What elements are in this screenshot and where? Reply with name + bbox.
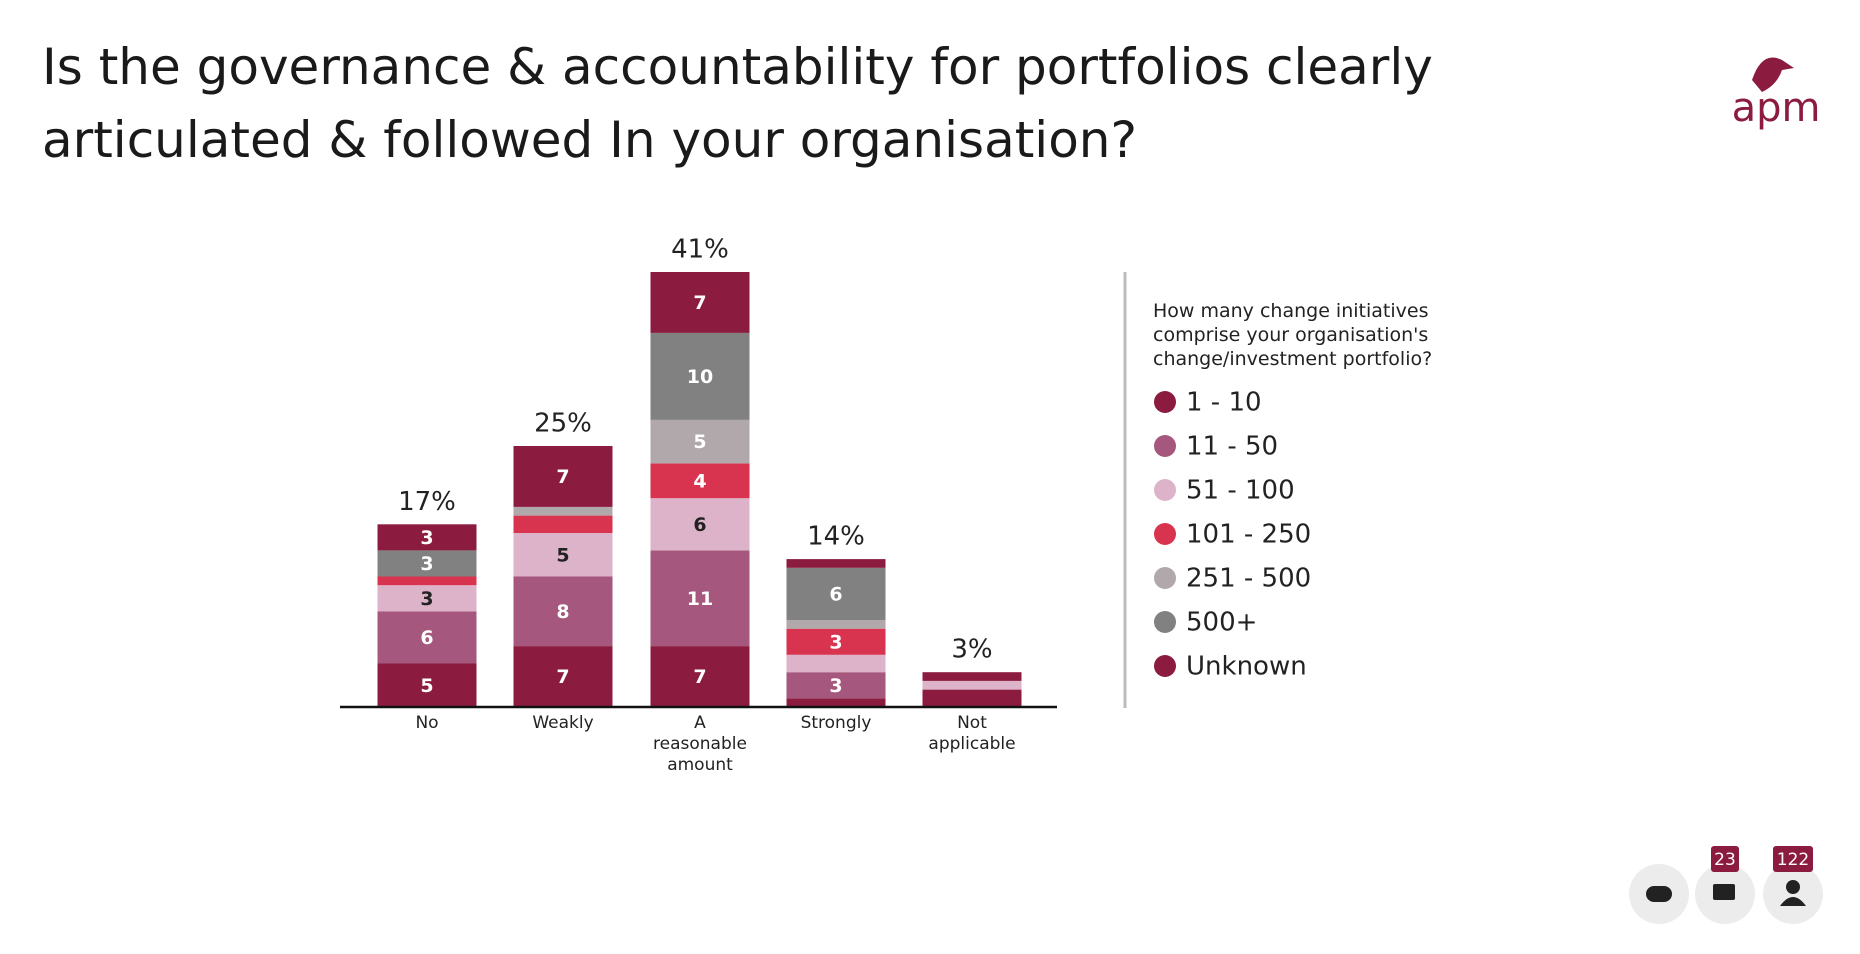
total-label: 25%	[534, 409, 592, 439]
data-label: 6	[829, 583, 842, 605]
total-label: 41%	[671, 235, 729, 265]
data-label: 5	[693, 431, 706, 453]
bar-segment	[786, 672, 886, 699]
data-label: 8	[556, 601, 569, 623]
legend-label: 1 - 10	[1186, 388, 1262, 418]
data-label: 3	[829, 631, 842, 653]
badge	[1711, 846, 1739, 872]
logo: apm	[1732, 85, 1821, 131]
bar-segment	[377, 585, 477, 612]
bar-segment	[377, 576, 477, 586]
data-label: 3	[829, 675, 842, 697]
icon	[1713, 884, 1735, 900]
legend-title: How many change initiatives comprise your…	[1153, 300, 1432, 370]
bar-segment	[377, 663, 477, 707]
bar-segment	[377, 550, 477, 577]
legend-label: 51 - 100	[1186, 476, 1295, 506]
icon	[1786, 880, 1800, 894]
data-label: 6	[693, 514, 706, 536]
bar-segment	[513, 515, 613, 533]
x-tick-label: No	[415, 713, 438, 733]
bar-segment	[650, 419, 750, 464]
data-label: 6	[420, 627, 433, 649]
legend-swatch	[1154, 479, 1176, 501]
bar-segment	[922, 689, 1022, 707]
bar-segment	[786, 620, 886, 629]
bar-segment	[650, 463, 750, 499]
icon	[1646, 886, 1672, 902]
bar-segment	[513, 576, 613, 647]
legend-swatch	[1154, 435, 1176, 457]
badge-count: 23	[1714, 850, 1736, 870]
bar-segment	[786, 628, 886, 655]
bar-segment	[650, 332, 750, 420]
bar-segment	[922, 680, 1022, 690]
bar-segment	[650, 498, 750, 551]
x-tick-label: Weakly	[532, 713, 593, 733]
legend-swatch	[1154, 611, 1176, 633]
legend-swatch	[1154, 523, 1176, 545]
legend-label: 251 - 500	[1186, 564, 1311, 594]
bar-segment	[786, 654, 886, 673]
x-tick-label: Not applicable	[928, 713, 1015, 754]
legend-label: 11 - 50	[1186, 432, 1278, 462]
data-label: 11	[687, 588, 713, 610]
logo-bird	[1752, 57, 1794, 92]
legend-label: 101 - 250	[1186, 520, 1311, 550]
bar-segment	[513, 533, 613, 577]
data-label: 3	[420, 588, 433, 610]
bar-segment	[513, 506, 613, 516]
data-label: 7	[556, 466, 569, 488]
badge	[1773, 846, 1813, 872]
bar-segment	[377, 611, 477, 664]
legend-swatch	[1154, 567, 1176, 589]
bar-segment	[922, 672, 1022, 681]
data-label: 4	[693, 470, 706, 492]
bar-segment	[377, 524, 477, 551]
bar-segment	[513, 646, 613, 707]
legend-swatch	[1154, 655, 1176, 677]
bar-segment	[650, 646, 750, 707]
slide-title: Is the governance & accountability for p…	[42, 38, 1433, 169]
data-label: 3	[420, 553, 433, 575]
total-label: 14%	[807, 522, 865, 552]
bar-segment	[513, 446, 613, 507]
badge-count: 122	[1777, 850, 1809, 870]
toolbar: 23 122	[1629, 846, 1823, 924]
data-label: 7	[693, 292, 706, 314]
bar-segment	[786, 567, 886, 620]
icon	[1780, 897, 1806, 906]
bar-segment	[786, 559, 886, 568]
data-label: 7	[693, 666, 706, 688]
bar-segment	[786, 698, 886, 707]
data-label: 3	[420, 527, 433, 549]
x-tick-label: Strongly	[801, 713, 872, 733]
legend-label: Unknown	[1186, 652, 1307, 682]
data-label: 5	[556, 544, 569, 566]
bar-segment	[650, 550, 750, 647]
data-label: 10	[687, 366, 713, 388]
data-label: 7	[556, 666, 569, 688]
bar-segment	[650, 272, 750, 333]
total-label: 3%	[951, 635, 992, 665]
legend-label: 500+	[1186, 608, 1257, 638]
total-label: 17%	[398, 487, 456, 517]
legend-swatch	[1154, 391, 1176, 413]
data-label: 5	[420, 675, 433, 697]
